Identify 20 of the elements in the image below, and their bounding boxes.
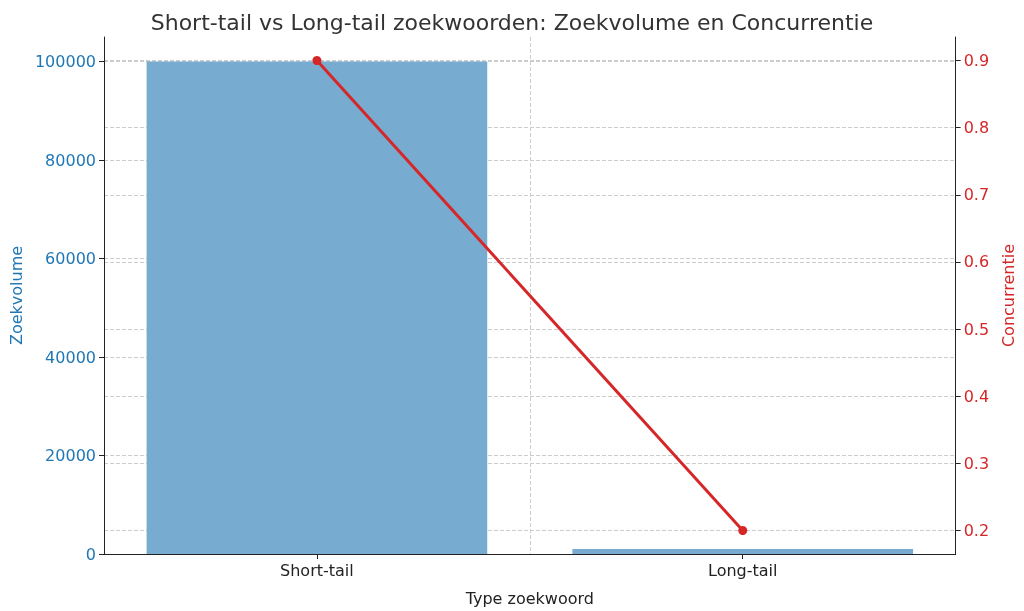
y2-tick-label: 0.8 <box>963 118 990 138</box>
y2-tick-label: 0.6 <box>963 252 990 272</box>
y-tick-label: 60000 <box>45 249 96 269</box>
y2-tick-label: 0.9 <box>963 51 990 70</box>
y-tick-label: 20000 <box>45 446 96 466</box>
y-axis-title: Zoekvolume <box>6 245 26 346</box>
y2-tick-label: 0.2 <box>963 521 990 540</box>
y2-axis-title: Concurrentie <box>998 243 1018 348</box>
y2-tick-label: 0.3 <box>963 453 990 473</box>
y-tick-label: 80000 <box>45 150 96 170</box>
y2-tick-label: 0.4 <box>963 386 990 406</box>
x-tick-label: Long-tail <box>708 560 778 580</box>
y2-tick-label: 0.7 <box>963 185 990 205</box>
x-axis-title: Type zoekwoord <box>464 588 594 608</box>
y-tick-label: 40000 <box>45 347 96 367</box>
y-tick-label: 100000 <box>34 52 96 72</box>
x-tick-label: Short-tail <box>280 560 354 580</box>
y2-tick-label: 0.5 <box>963 319 990 339</box>
chart-title: Short-tail vs Long-tail zoekwoorden: Zoekvolume en Concurrentie <box>150 9 874 35</box>
y-tick-label: 0 <box>85 544 96 564</box>
